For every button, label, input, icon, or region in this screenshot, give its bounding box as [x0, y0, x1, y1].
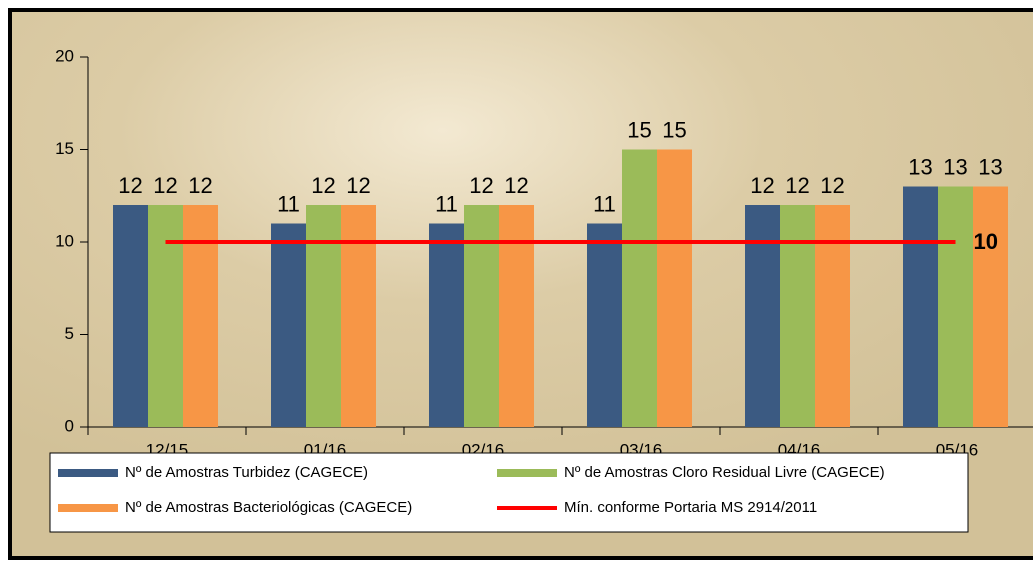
data-label: 13 — [943, 154, 967, 179]
legend-label: Nº de Amostras Turbidez (CAGECE) — [125, 464, 368, 481]
data-label: 12 — [785, 173, 809, 198]
data-label: 12 — [118, 173, 142, 198]
legend-swatch — [58, 469, 118, 477]
data-label: 12 — [188, 173, 212, 198]
bar — [973, 186, 1008, 427]
data-label: 12 — [311, 173, 335, 198]
legend-label: Nº de Amostras Bacteriológicas (CAGECE) — [125, 499, 412, 516]
legend-swatch — [58, 504, 118, 512]
bar — [271, 223, 306, 427]
data-label: 12 — [820, 173, 844, 198]
bar — [587, 223, 622, 427]
bar — [341, 205, 376, 427]
legend-swatch — [497, 469, 557, 477]
bar — [148, 205, 183, 427]
data-label: 12 — [469, 173, 493, 198]
bar — [429, 223, 464, 427]
bar — [815, 205, 850, 427]
bar — [657, 149, 692, 427]
data-label: 12 — [504, 173, 528, 198]
data-label: 13 — [908, 154, 932, 179]
y-tick-label: 15 — [55, 139, 74, 158]
y-tick-label: 10 — [55, 231, 74, 250]
legend-label: Mín. conforme Portaria MS 2914/2011 — [564, 499, 817, 516]
data-label: 12 — [346, 173, 370, 198]
data-label: 11 — [435, 191, 458, 216]
bar — [306, 205, 341, 427]
bar — [499, 205, 534, 427]
y-tick-label: 5 — [65, 324, 74, 343]
data-label: 11 — [593, 191, 616, 216]
data-label: 15 — [627, 117, 651, 142]
data-label: 11 — [277, 191, 300, 216]
bar — [745, 205, 780, 427]
legend-label: Nº de Amostras Cloro Residual Livre (CAG… — [564, 464, 885, 481]
data-label: 13 — [978, 154, 1002, 179]
bar — [780, 205, 815, 427]
bar — [183, 205, 218, 427]
y-tick-label: 20 — [55, 46, 74, 65]
legend — [49, 452, 969, 533]
bar — [903, 186, 938, 427]
bar — [464, 205, 499, 427]
threshold-label: 10 — [974, 229, 998, 254]
data-label: 12 — [750, 173, 774, 198]
y-tick-label: 0 — [65, 416, 74, 435]
data-label: 15 — [662, 117, 686, 142]
bar — [113, 205, 148, 427]
bar — [938, 186, 973, 427]
bar — [622, 149, 657, 427]
data-label: 12 — [153, 173, 177, 198]
